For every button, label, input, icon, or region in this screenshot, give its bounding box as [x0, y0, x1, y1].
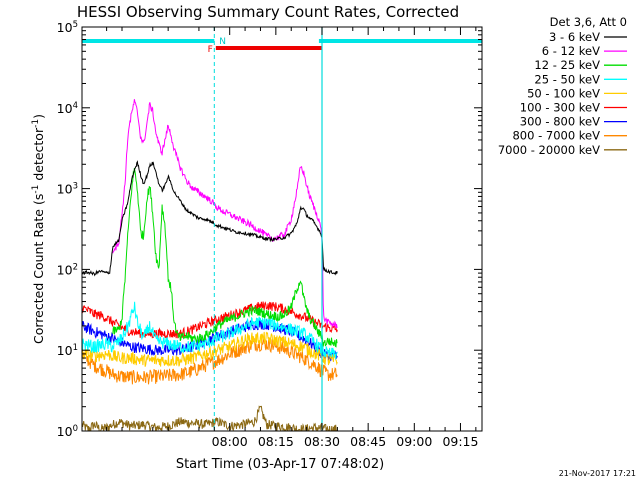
series-line-6 — [82, 301, 338, 341]
y-tick-label-5: 104 — [57, 101, 78, 116]
y-tick-label-4: 103 — [57, 182, 78, 197]
y-axis: 100 101 102 103 104 105 — [57, 20, 482, 439]
x-tick-label-1: 08:00 — [212, 434, 248, 449]
plot-marks: FN — [82, 27, 482, 431]
series-line-5 — [82, 331, 338, 367]
timestamp: 21-Nov-2017 17:21 — [559, 469, 636, 478]
y-tick-label-3: 102 — [57, 262, 78, 277]
y-tick-label-2: 101 — [57, 343, 78, 358]
legend-label-7: 300 - 800 keV — [520, 115, 600, 129]
y-tick-label-6: 105 — [57, 20, 78, 35]
plot-frame — [81, 26, 483, 432]
x-tick-label-6: 09:15 — [442, 434, 478, 449]
series-line-8 — [82, 338, 338, 385]
series-line-2 — [112, 99, 338, 329]
y-axis-label: Corrected Count Rate (s-1 detector-1) — [31, 114, 46, 344]
legend-label-8: 800 - 7000 keV — [512, 129, 600, 143]
series-line-1 — [82, 160, 338, 277]
chart-title: HESSI Observing Summary Count Rates, Cor… — [77, 3, 459, 21]
flare-flag-f: F — [208, 45, 213, 55]
x-tick-label-5: 09:00 — [396, 434, 432, 449]
legend-label-5: 50 - 100 keV — [527, 86, 600, 100]
legend-label-2: 6 - 12 keV — [542, 44, 600, 58]
x-tick-label-4: 08:45 — [350, 434, 386, 449]
series-line-9 — [82, 405, 338, 431]
legend-label-9: 7000 - 20000 keV — [498, 143, 600, 157]
plot-inner — [82, 27, 482, 431]
x-tick-label-2: 08:15 — [258, 434, 294, 449]
x-axis: 08:00 08:15 08:30 08:45 09:00 09:15 — [106, 27, 478, 449]
series-line-3 — [112, 167, 338, 348]
legend-label-1: 3 - 6 keV — [549, 30, 600, 44]
legend-label-6: 100 - 300 keV — [520, 101, 600, 115]
legend-title: Det 3,6, Att 0 — [550, 15, 627, 29]
x-axis-label: Start Time (03-Apr-17 07:48:02) — [176, 457, 384, 472]
legend-label-4: 25 - 50 keV — [534, 72, 600, 86]
y-tick-label-1: 100 — [57, 424, 78, 439]
flare-flag-n: N — [219, 37, 226, 47]
series-line-4 — [82, 301, 338, 360]
legend-label-3: 12 - 25 keV — [534, 58, 600, 72]
x-tick-label-3: 08:30 — [304, 434, 340, 449]
